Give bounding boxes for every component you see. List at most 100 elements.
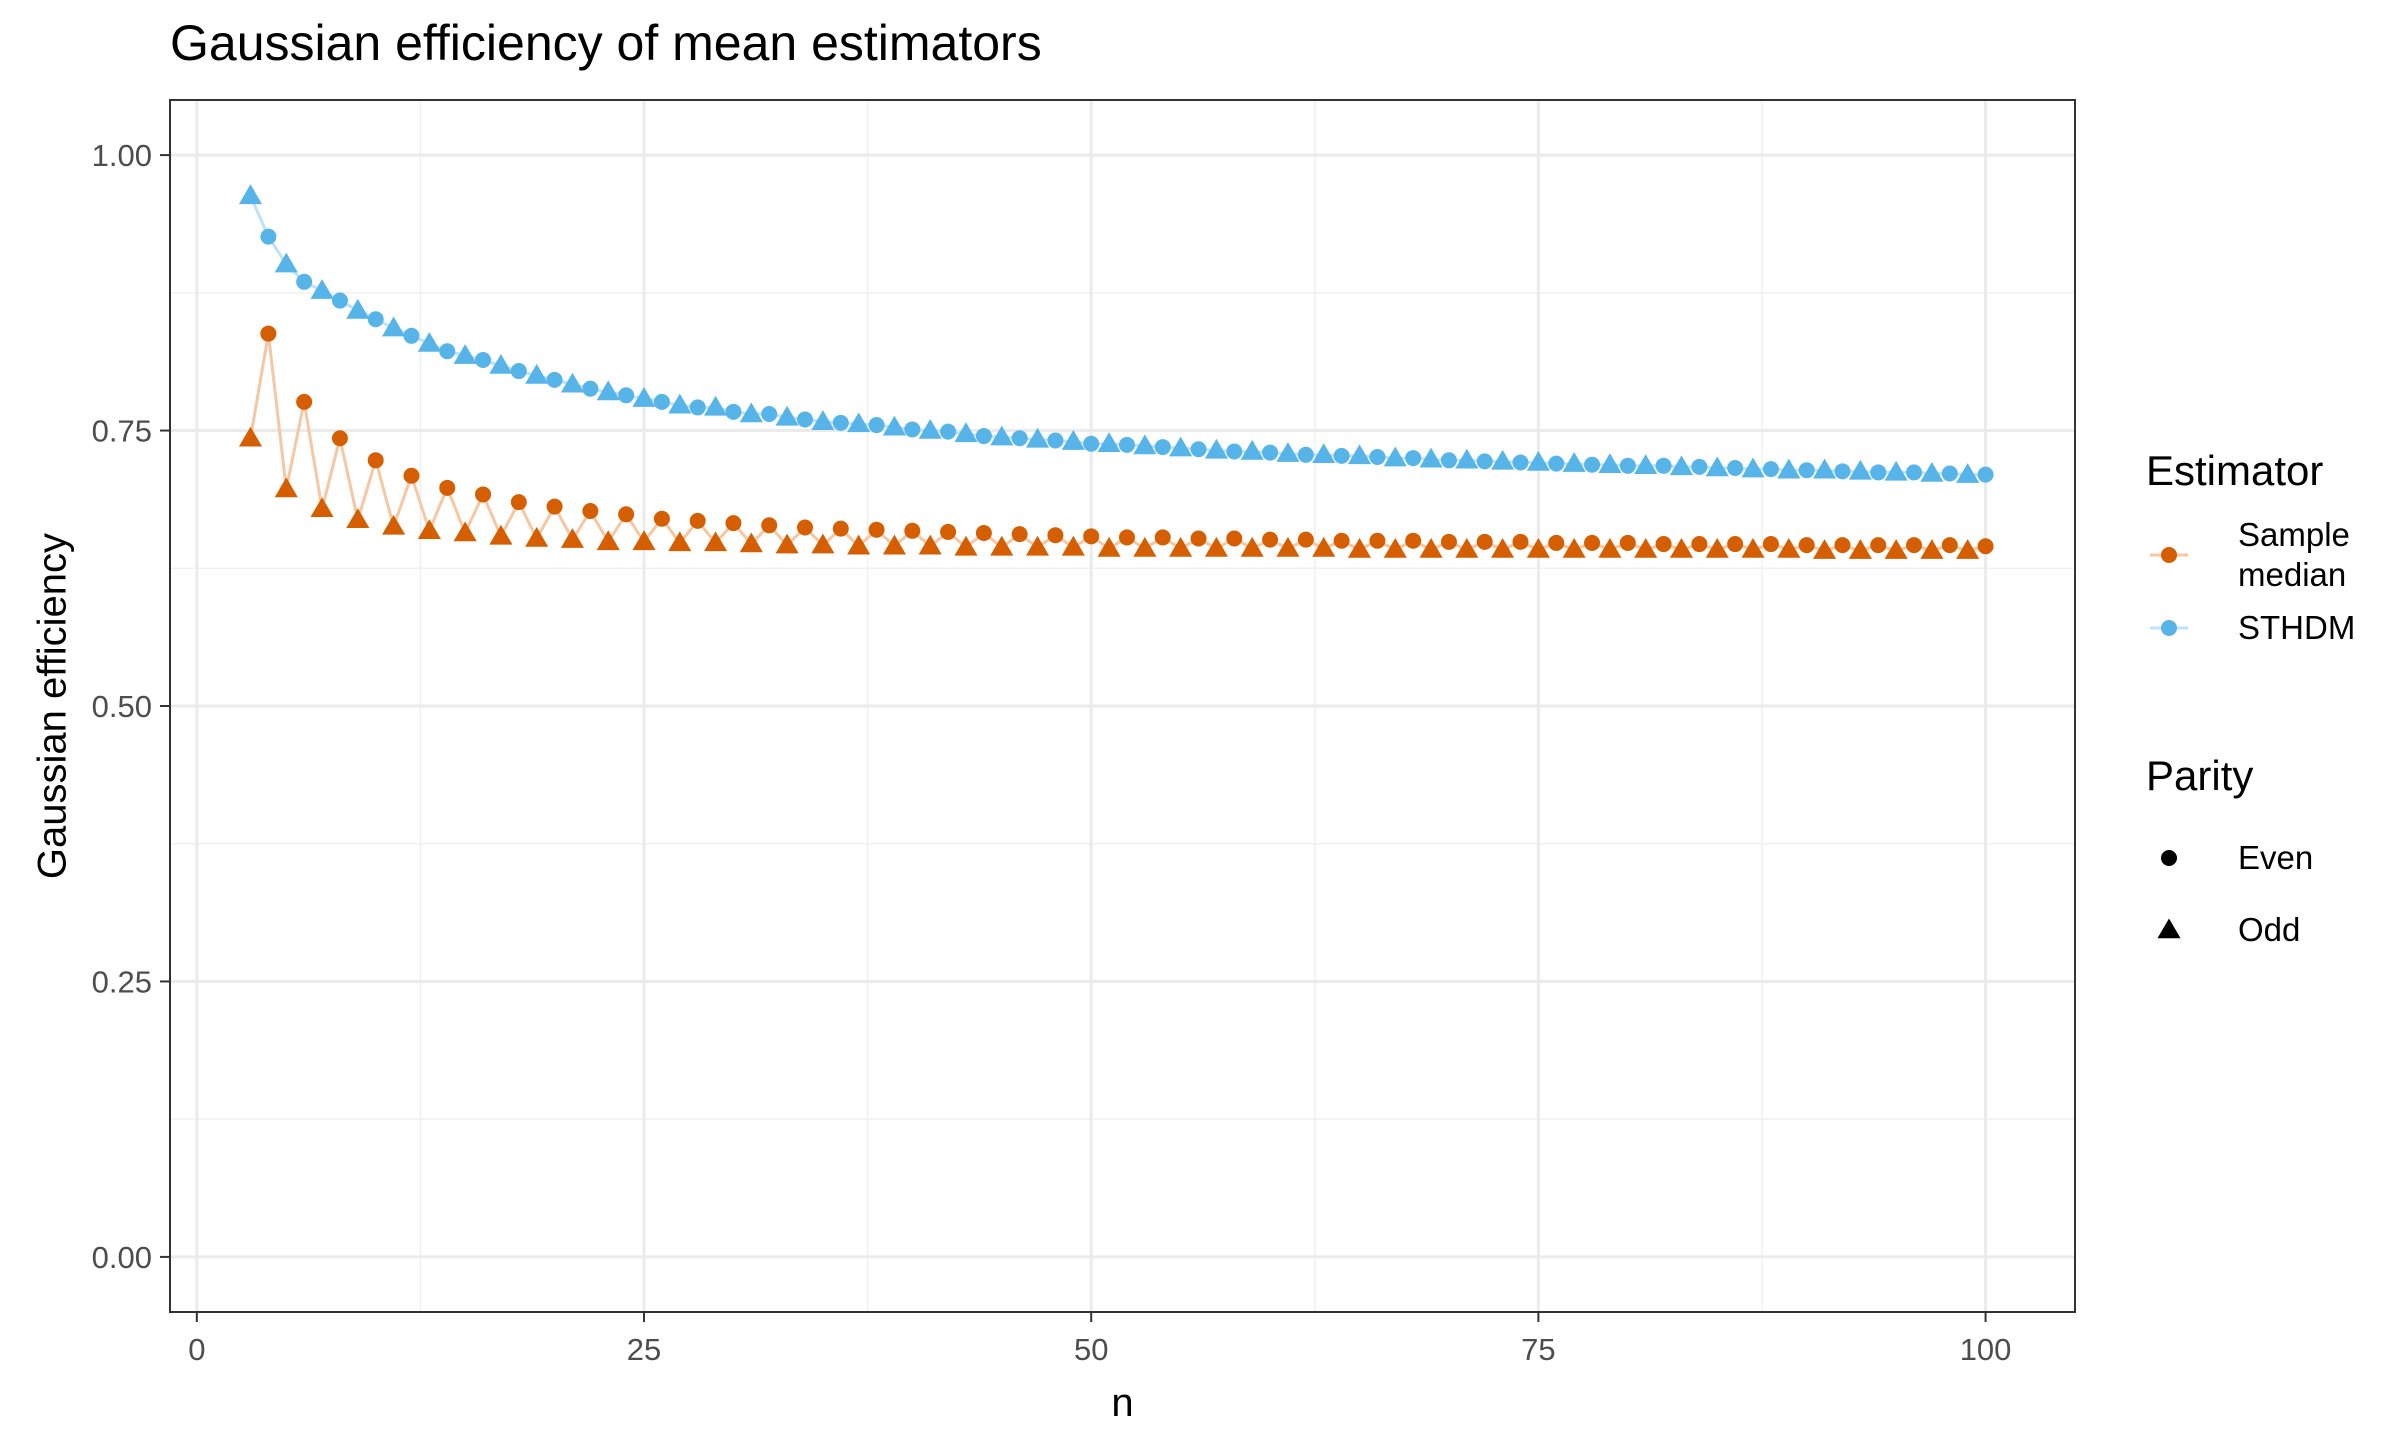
sample-median-point — [1440, 533, 1457, 550]
sample-median-point — [904, 522, 921, 539]
sample-median-point — [489, 524, 513, 545]
sample-median-point — [1762, 536, 1779, 553]
sthdm-point — [1083, 435, 1100, 452]
sample-median-point — [525, 526, 549, 547]
sample-median-point — [1491, 537, 1515, 558]
sthdm-point — [1941, 465, 1958, 482]
sthdm-point — [847, 412, 871, 433]
sthdm-point — [1619, 457, 1636, 474]
legend-estimator-label: STHDM — [2238, 609, 2355, 646]
sthdm-point — [632, 387, 656, 407]
sthdm-point — [1977, 466, 1994, 483]
sthdm-point — [274, 252, 298, 273]
sthdm-point — [475, 352, 492, 369]
sample-median-point — [1526, 537, 1550, 558]
sthdm-point — [1798, 462, 1815, 479]
sthdm-point — [868, 417, 885, 434]
sthdm-point — [1598, 453, 1622, 473]
y-tick-label: 0.25 — [92, 964, 152, 999]
sample-median-point — [1011, 526, 1028, 543]
sthdm-point — [1584, 456, 1601, 473]
sthdm-point — [296, 273, 313, 290]
sthdm-point — [310, 279, 334, 299]
sthdm-point — [238, 184, 263, 205]
sthdm-point — [1920, 461, 1944, 482]
sthdm-point — [1276, 442, 1300, 462]
sthdm-point — [1691, 458, 1708, 475]
sthdm-point — [525, 363, 549, 384]
sthdm-point — [1061, 430, 1085, 450]
sample-median-point — [990, 535, 1014, 556]
sthdm-point — [1011, 430, 1028, 447]
sample-median-point — [1204, 536, 1228, 557]
sthdm-point — [1226, 443, 1243, 460]
sample-median-point — [811, 533, 835, 554]
sample-median-point — [704, 531, 728, 552]
y-tick-label: 1.00 — [92, 138, 152, 173]
sthdm-point — [260, 228, 277, 245]
sthdm-point — [1405, 450, 1422, 467]
y-tick-label: 0.00 — [92, 1240, 152, 1275]
sthdm-point — [417, 331, 441, 352]
sample-median-point — [1419, 537, 1443, 558]
sthdm-point — [1884, 460, 1908, 481]
sthdm-point — [510, 363, 527, 380]
sthdm-point — [882, 415, 906, 436]
sample-median-point — [618, 506, 635, 523]
sample-median-point — [882, 534, 906, 555]
sample-median-point — [1133, 536, 1157, 557]
sample-median-point — [310, 497, 334, 518]
sample-median-point — [797, 519, 813, 536]
sthdm-point — [990, 425, 1014, 446]
sthdm-point — [618, 387, 635, 404]
sthdm-point — [1741, 457, 1765, 478]
sthdm-point — [975, 428, 992, 445]
sample-median-point — [1262, 531, 1279, 548]
sample-median-point — [1634, 537, 1658, 558]
x-tick-label: 25 — [627, 1332, 661, 1367]
sthdm-point — [1347, 444, 1372, 465]
legend-estimator-label: median — [2238, 556, 2346, 593]
sthdm-point — [1813, 458, 1837, 479]
sthdm-point — [761, 406, 778, 423]
legend-parity-key — [2161, 850, 2177, 866]
sthdm-point — [832, 414, 849, 431]
legend-estimator-key-point — [2161, 547, 2177, 563]
sample-median-point — [954, 535, 978, 556]
sthdm-point — [1154, 439, 1171, 456]
sthdm-point — [1455, 448, 1479, 469]
sthdm-point — [560, 372, 585, 393]
sample-median-point — [582, 502, 599, 519]
sample-median-point — [1691, 536, 1708, 553]
sample-median-point — [940, 523, 957, 540]
sample-median-point — [1383, 537, 1407, 558]
x-tick-label: 100 — [1960, 1332, 2012, 1367]
legend-parity-title: Parity — [2146, 752, 2253, 799]
sample-median-point — [1347, 537, 1372, 558]
sthdm-point — [1333, 447, 1350, 464]
sample-median-point — [1369, 532, 1386, 549]
sample-median-point — [1705, 537, 1729, 558]
sthdm-point — [653, 393, 670, 410]
sample-median-point — [1920, 539, 1944, 559]
sample-median-point — [775, 533, 799, 554]
sample-median-point — [1512, 533, 1529, 550]
x-tick-label: 75 — [1521, 1332, 1555, 1367]
sthdm-point — [1705, 456, 1729, 477]
sthdm-point — [439, 343, 456, 360]
sample-median-point — [1333, 532, 1350, 549]
sthdm-point — [1834, 463, 1851, 480]
y-axis-title: Gaussian efficiency — [31, 533, 75, 879]
sthdm-point — [1240, 439, 1264, 460]
sthdm-point — [689, 399, 706, 416]
sthdm-point — [1512, 454, 1529, 471]
sample-median-point — [1047, 527, 1064, 544]
sthdm-point — [1262, 444, 1279, 461]
sample-median-point — [868, 521, 885, 538]
sample-median-point — [346, 508, 370, 529]
sample-median-point — [689, 512, 706, 529]
sample-median-point — [1619, 534, 1636, 551]
sthdm-point — [1204, 438, 1228, 459]
sthdm-point — [739, 402, 763, 423]
major-gridlines — [170, 100, 2075, 1312]
